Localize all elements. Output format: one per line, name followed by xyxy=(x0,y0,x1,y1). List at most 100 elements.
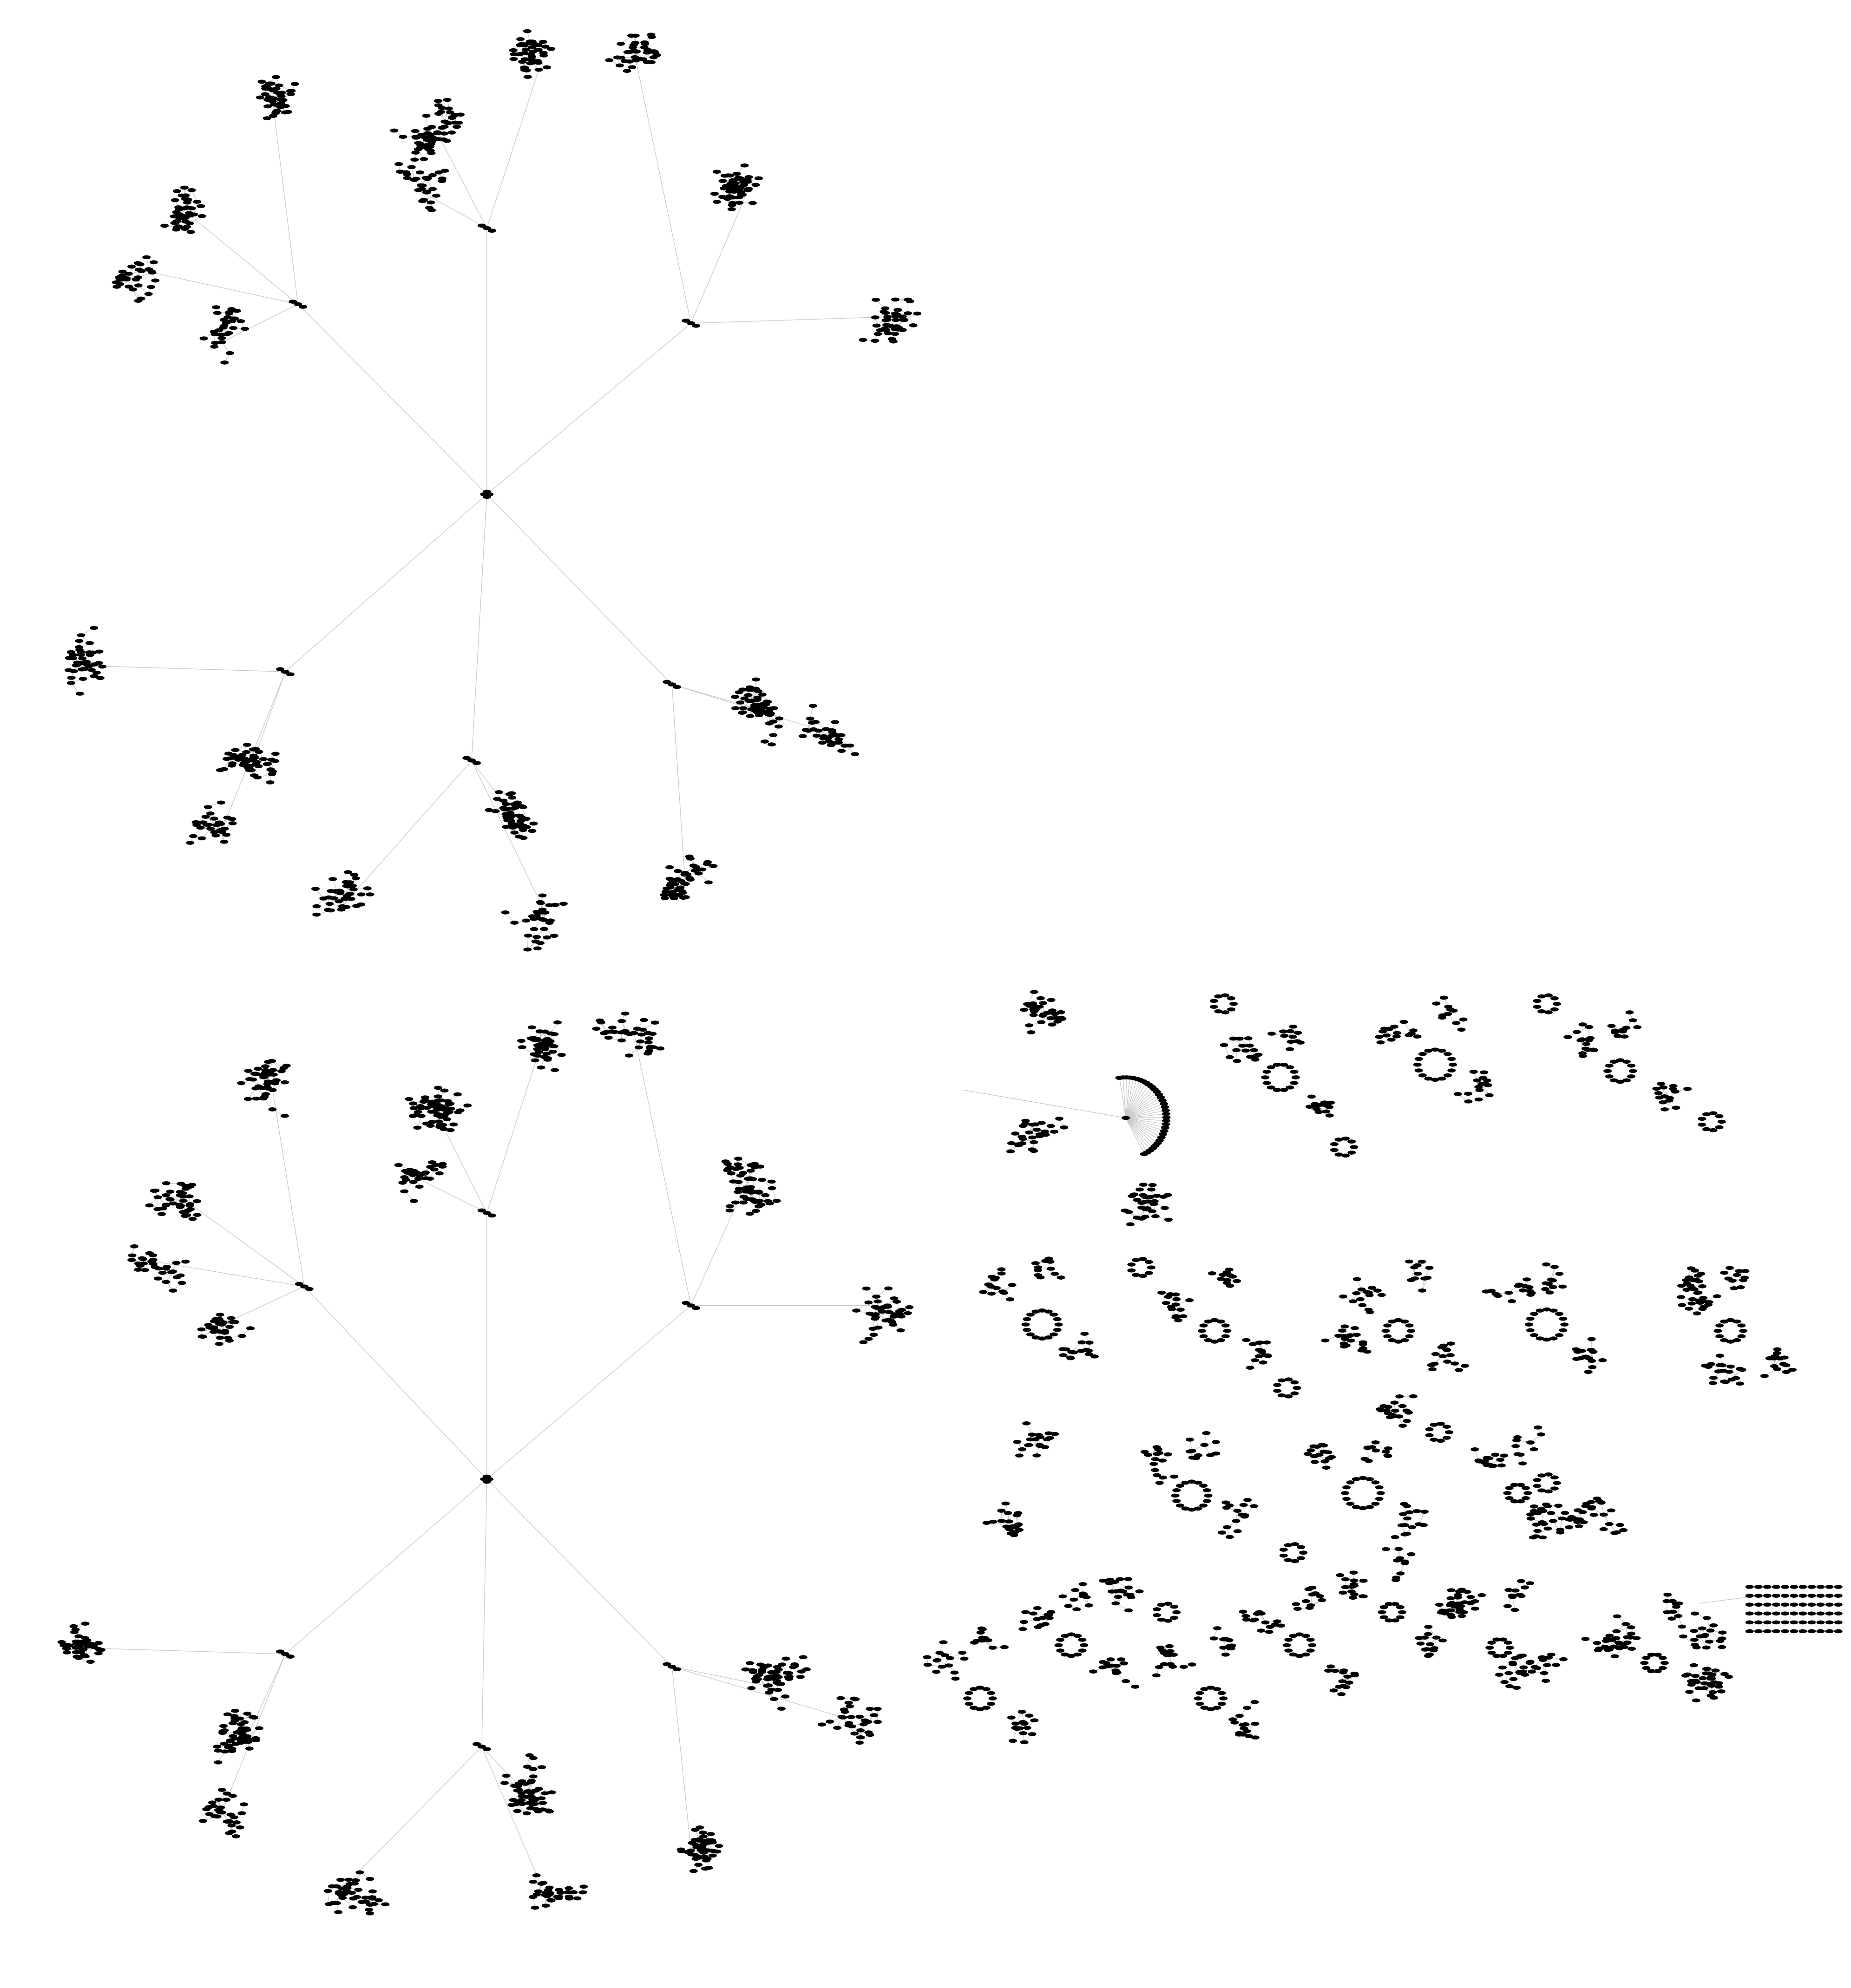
graph-nodes xyxy=(57,29,1843,1916)
graph-node xyxy=(1616,1079,1625,1084)
graph-node xyxy=(1007,1141,1016,1145)
graph-node xyxy=(1251,1358,1260,1362)
graph-node xyxy=(74,1634,83,1639)
graph-node xyxy=(1620,1034,1629,1039)
graph-node xyxy=(731,694,740,699)
graph-node xyxy=(1023,1317,1031,1321)
graph-node xyxy=(1291,1075,1300,1079)
graph-node xyxy=(228,761,237,765)
graph-edge xyxy=(1580,1040,1583,1053)
graph-edge xyxy=(76,1647,285,1654)
graph-node xyxy=(1163,1452,1172,1457)
graph-node xyxy=(1705,1300,1713,1304)
graph-node xyxy=(781,1656,790,1661)
graph-node xyxy=(218,1731,227,1735)
graph-node xyxy=(509,48,518,52)
graph-node xyxy=(1255,1347,1264,1352)
graph-node xyxy=(1405,1510,1414,1515)
graph-node xyxy=(897,1308,906,1312)
graph-node xyxy=(1491,1452,1500,1457)
graph-node xyxy=(1383,1323,1392,1328)
graph-node xyxy=(1572,1347,1581,1352)
graph-node xyxy=(1384,1454,1392,1458)
graph-node xyxy=(1141,1195,1150,1199)
graph-node xyxy=(1090,1354,1099,1359)
graph-node xyxy=(903,1311,912,1315)
graph-node xyxy=(1541,1287,1550,1291)
graph-node xyxy=(223,815,232,820)
graph-node xyxy=(1233,1059,1241,1063)
graph-node xyxy=(1054,1322,1063,1327)
graph-node xyxy=(427,200,435,205)
graph-node xyxy=(137,296,145,301)
graph-node xyxy=(812,733,821,738)
graph-node xyxy=(634,1045,643,1050)
graph-node xyxy=(1418,1288,1427,1293)
graph-node xyxy=(1179,1314,1188,1319)
graph-node xyxy=(366,1911,374,1916)
graph-node xyxy=(186,229,195,234)
graph-node xyxy=(754,1204,763,1209)
graph-node xyxy=(1218,1530,1227,1535)
graph-node xyxy=(172,1261,181,1265)
graph-node xyxy=(210,1330,218,1334)
graph-node xyxy=(263,761,272,766)
graph-edge xyxy=(418,1178,487,1214)
graph-node xyxy=(845,1721,853,1726)
graph-node xyxy=(1216,1319,1225,1324)
graph-node xyxy=(530,927,538,931)
graph-node xyxy=(1267,1032,1276,1036)
graph-node xyxy=(1021,1118,1030,1123)
graph-node xyxy=(1053,1317,1062,1321)
graph-node xyxy=(799,1655,807,1660)
graph-node xyxy=(271,1081,280,1086)
graph-node xyxy=(1587,1337,1596,1341)
graph-edge xyxy=(1125,1092,1157,1118)
graph-node xyxy=(402,172,411,177)
graph-node xyxy=(834,737,843,742)
graph-node xyxy=(748,1670,757,1674)
graph-node xyxy=(736,1173,745,1178)
graph-node xyxy=(1669,1084,1678,1088)
graph-node xyxy=(746,1169,755,1173)
graph-node xyxy=(1589,1350,1598,1354)
graph-node xyxy=(145,1203,154,1208)
graph-node xyxy=(1241,1048,1250,1053)
graph-node xyxy=(219,1724,228,1728)
graph-node xyxy=(417,1114,426,1118)
graph-node xyxy=(1485,1093,1494,1098)
graph-node xyxy=(454,120,463,125)
graph-node xyxy=(1489,1464,1498,1468)
graph-node xyxy=(1443,1052,1452,1056)
graph-node xyxy=(1725,1266,1734,1270)
graph-node xyxy=(147,285,156,289)
graph-node xyxy=(1025,1023,1034,1027)
graph-node xyxy=(1060,1125,1069,1130)
graph-node xyxy=(872,1295,881,1299)
graph-node xyxy=(860,1718,869,1723)
graph-node xyxy=(641,42,650,46)
graph-node xyxy=(536,900,545,904)
graph-node xyxy=(1627,1063,1636,1068)
graph-node xyxy=(423,126,432,131)
graph-node xyxy=(740,163,749,168)
graph-node xyxy=(1578,1022,1587,1027)
graph-node xyxy=(823,736,832,741)
graph-node xyxy=(350,1881,359,1886)
graph-node xyxy=(192,823,201,827)
graph-node xyxy=(69,653,78,657)
graph-node xyxy=(305,1287,314,1291)
graph-node xyxy=(1375,1497,1384,1501)
graph-node xyxy=(744,175,753,179)
graph-edge xyxy=(907,313,914,326)
graph-node xyxy=(735,201,744,205)
graph-node xyxy=(818,1722,827,1727)
graph-node xyxy=(179,1198,188,1203)
graph-node xyxy=(409,1199,418,1203)
graph-node xyxy=(170,214,178,219)
graph-node xyxy=(639,1018,648,1022)
graph-node xyxy=(400,1175,409,1179)
graph-edge xyxy=(1550,1267,1555,1280)
graph-node xyxy=(187,188,196,192)
graph-node xyxy=(709,864,718,868)
